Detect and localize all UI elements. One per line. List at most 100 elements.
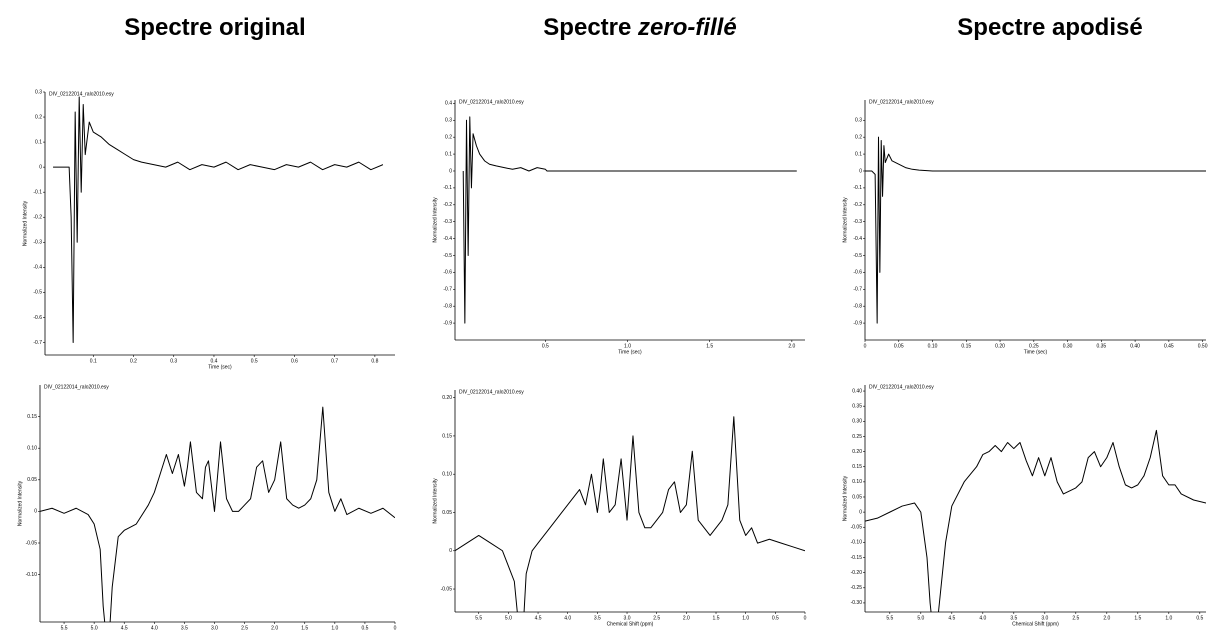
x-tick-label: 2.0 <box>271 625 278 631</box>
y-tick-label: -0.25 <box>851 585 863 591</box>
x-tick-label: 2.5 <box>241 625 248 631</box>
x-tick-label: 4.5 <box>535 615 542 621</box>
file-name: DIV_02122014_ralo2010.esy <box>869 99 934 105</box>
x-axis-title: Chemical Shift (ppm) <box>607 621 654 627</box>
file-name: DIV_02122014_ralo2010.esy <box>49 91 114 97</box>
y-tick-label: 0.3 <box>35 89 42 95</box>
y-tick-label: 0.3 <box>445 118 452 124</box>
y-tick-label: 0.15 <box>852 464 862 470</box>
x-tick-label: 0.10 <box>928 343 938 349</box>
x-tick-label: 4.5 <box>121 625 128 631</box>
y-tick-label: -0.05 <box>441 586 453 592</box>
y-tick-label: -0.10 <box>851 540 863 546</box>
y-tick-label: -0.5 <box>33 290 42 296</box>
y-tick-label: 0.2 <box>35 114 42 120</box>
x-tick-label: 5.5 <box>886 615 893 621</box>
column-title: Spectre zero-fillé <box>440 14 840 42</box>
y-tick-label: -0.6 <box>443 270 452 276</box>
y-tick-label: 0.1 <box>35 139 42 145</box>
y-tick-label: 0.15 <box>442 433 452 439</box>
y-tick-label: -0.8 <box>853 304 862 310</box>
x-tick-label: 5.5 <box>61 625 68 631</box>
y-tick-label: 0.10 <box>852 479 862 485</box>
x-tick-label: 4.0 <box>979 615 986 621</box>
file-name: DIV_02122014_ralo2010.esy <box>459 389 524 395</box>
y-tick-label: 0.1 <box>855 151 862 157</box>
x-tick-label: 0.5 <box>542 343 549 349</box>
x-tick-label: 3.0 <box>624 615 631 621</box>
y-tick-label: -0.2 <box>33 215 42 221</box>
spectrum-line <box>865 136 1206 324</box>
x-axis-title: Time (sec) <box>618 349 642 355</box>
y-tick-label: 0.4 <box>445 101 452 107</box>
x-tick-label: 0.6 <box>291 358 298 364</box>
y-tick-label: -0.05 <box>26 540 38 546</box>
y-tick-label: 0.30 <box>852 419 862 425</box>
x-tick-label: 0.40 <box>1130 343 1140 349</box>
y-tick-label: 0.40 <box>852 388 862 394</box>
y-tick-label: 0.05 <box>442 510 452 516</box>
x-tick-label: 1.0 <box>1165 615 1172 621</box>
x-tick-label: 0.15 <box>961 343 971 349</box>
x-tick-label: 1.5 <box>301 625 308 631</box>
file-name: DIV_02122014_ralo2010.esy <box>869 384 934 390</box>
x-tick-label: 0.05 <box>894 343 904 349</box>
x-tick-label: 0.35 <box>1096 343 1106 349</box>
y-tick-label: -0.5 <box>853 253 862 259</box>
y-tick-label: -0.3 <box>853 219 862 225</box>
y-tick-label: 0.05 <box>852 494 862 500</box>
y-tick-label: -0.1 <box>33 190 42 196</box>
x-tick-label: 0.3 <box>170 358 177 364</box>
x-tick-label: 3.0 <box>1041 615 1048 621</box>
x-tick-label: 2.0 <box>683 615 690 621</box>
y-tick-label: 0.15 <box>27 414 37 420</box>
column-title-italic: zero-fillé <box>638 14 737 41</box>
x-tick-label: 0 <box>394 625 397 631</box>
y-tick-label: -0.7 <box>443 287 452 293</box>
y-tick-label: 0.2 <box>445 135 452 141</box>
x-tick-label: 0.5 <box>361 625 368 631</box>
y-tick-label: -0.8 <box>443 304 452 310</box>
y-axis-title: Normalized Intensity <box>842 197 848 243</box>
x-tick-label: 0.50 <box>1198 343 1208 349</box>
x-tick-label: 0.5 <box>251 358 258 364</box>
y-tick-label: 0.25 <box>852 434 862 440</box>
x-tick-label: 0.30 <box>1063 343 1073 349</box>
y-axis-title: Normalized Intensity <box>17 480 23 526</box>
y-axis-title: Normalized Intensity <box>842 475 848 521</box>
column-title-text: Spectre <box>543 14 632 41</box>
x-tick-label: 1.0 <box>742 615 749 621</box>
x-tick-label: 5.0 <box>91 625 98 631</box>
x-tick-label: 0 <box>864 343 867 349</box>
x-tick-label: 0.1 <box>90 358 97 364</box>
x-tick-label: 1.5 <box>1134 615 1141 621</box>
y-tick-label: 0 <box>34 509 37 515</box>
x-tick-label: 3.5 <box>1010 615 1017 621</box>
column-title-text: Spectre apodisé <box>957 14 1143 41</box>
y-tick-label: 0.2 <box>855 135 862 141</box>
column-title-text: Spectre original <box>124 14 306 41</box>
y-tick-label: -0.4 <box>33 265 42 271</box>
spectrum-line <box>455 416 805 612</box>
x-tick-label: 3.0 <box>211 625 218 631</box>
y-tick-label: -0.5 <box>443 253 452 259</box>
x-tick-label: 0.45 <box>1164 343 1174 349</box>
x-axis-title: Chemical Shift (ppm) <box>1012 621 1059 627</box>
y-tick-label: -0.4 <box>443 236 452 242</box>
y-tick-label: -0.6 <box>853 270 862 276</box>
x-tick-label: 0.2 <box>130 358 137 364</box>
y-tick-label: -0.2 <box>443 202 452 208</box>
y-tick-label: -0.3 <box>33 240 42 246</box>
x-tick-label: 5.0 <box>917 615 924 621</box>
y-axis-title: Normalized Intensity <box>22 200 28 246</box>
y-tick-label: -0.05 <box>851 525 863 531</box>
x-tick-label: 5.5 <box>475 615 482 621</box>
column-title: Spectre original <box>15 14 415 42</box>
y-tick-label: 0 <box>449 548 452 554</box>
y-tick-label: -0.4 <box>853 236 862 242</box>
y-tick-label: 0 <box>859 509 862 515</box>
column-title: Spectre apodisé <box>850 14 1208 42</box>
y-tick-label: 0 <box>449 168 452 174</box>
y-tick-label: -0.9 <box>443 320 452 326</box>
